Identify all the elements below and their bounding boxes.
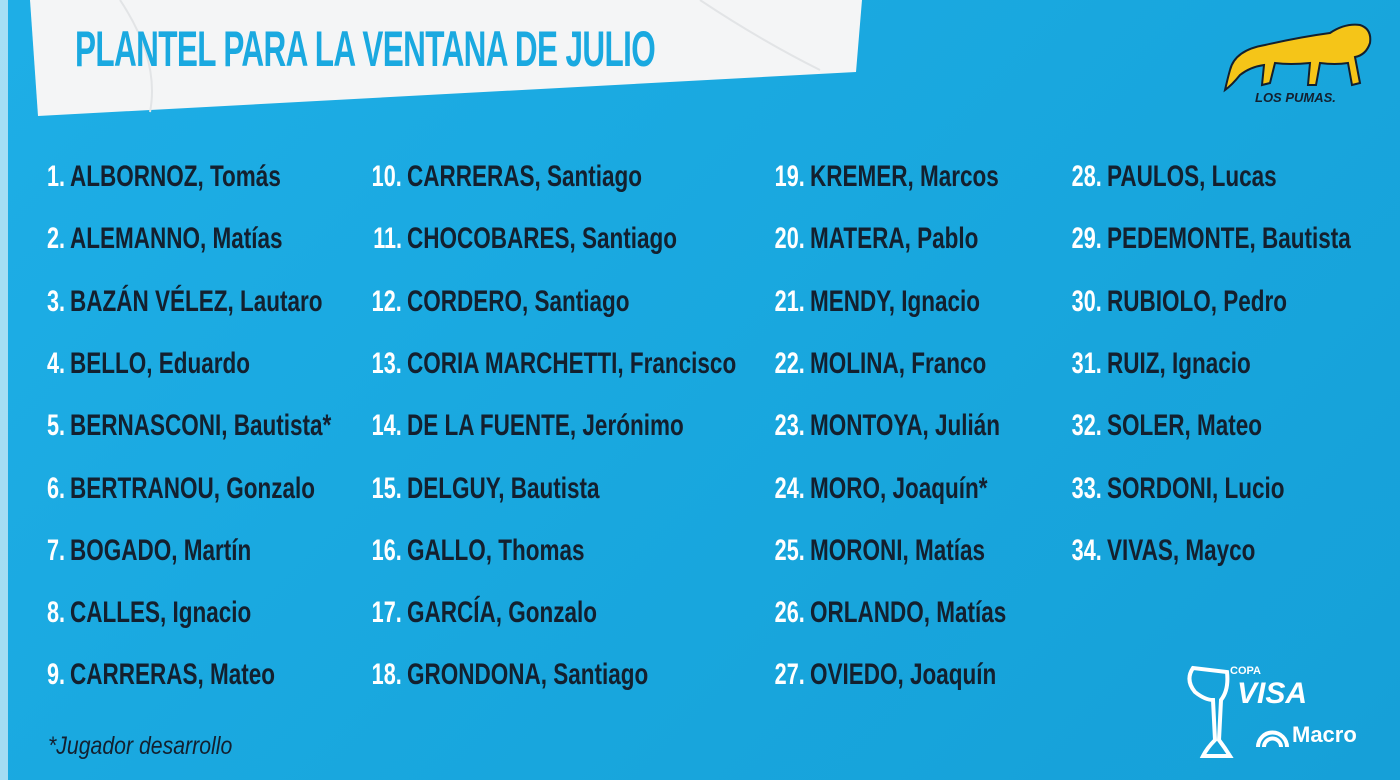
player-name: MATERA, Pablo: [810, 222, 979, 256]
player-number: 4.: [46, 346, 65, 380]
player-number: 11.: [373, 222, 402, 256]
player-name: MONTOYA, Julián: [810, 409, 1001, 443]
player-number: 33.: [1071, 471, 1102, 505]
player-name: BELLO, Eduardo: [70, 346, 250, 380]
player-number: 21.: [774, 284, 805, 318]
player-number: 25.: [774, 533, 805, 567]
player-name: ORLANDO, Matías: [810, 596, 1007, 630]
pumas-logo-text: LOS PUMAS.: [1255, 90, 1336, 105]
player-name: BERNASCONI, Bautista*: [70, 409, 332, 443]
player-name: GRONDONA, Santiago: [407, 658, 649, 692]
copa-text: COPA: [1230, 665, 1261, 677]
player-number: 19.: [774, 160, 805, 193]
player-number: 22.: [774, 346, 805, 380]
player-number: 29.: [1071, 222, 1102, 256]
player-name: DELGUY, Bautista: [407, 471, 600, 505]
player-number: 28.: [1071, 160, 1102, 193]
player-number: 1.: [46, 160, 65, 193]
player-name: GALLO, Thomas: [407, 533, 585, 567]
player-name: CORDERO, Santiago: [407, 284, 630, 318]
player-number: 23.: [774, 409, 805, 443]
player-number: 12.: [371, 284, 402, 318]
player-number: 5.: [46, 409, 65, 443]
player-name: ALBORNOZ, Tomás: [70, 160, 281, 193]
player-name: PEDEMONTE, Bautista: [1107, 222, 1351, 256]
player-number: 9.: [46, 658, 65, 692]
player-number: 20.: [774, 222, 805, 256]
player-name: KREMER, Marcos: [810, 160, 999, 193]
player-number: 14.: [371, 409, 402, 443]
player-name: MORONI, Matías: [810, 533, 986, 567]
player-number: 3.: [46, 284, 65, 318]
copa-visa-macro-logo: COPA VISA Macro: [1185, 660, 1375, 760]
player-name: CHOCOBARES, Santiago: [407, 222, 678, 256]
player-name: MORO, Joaquín*: [810, 471, 988, 505]
player-name: VIVAS, Mayco: [1107, 533, 1256, 567]
player-number: 17.: [371, 596, 402, 630]
player-name: ALEMANNO, Matías: [70, 222, 283, 256]
paper-banner: [30, 0, 862, 116]
visa-text: VISA: [1237, 677, 1308, 710]
player-name: CARRERAS, Mateo: [70, 658, 276, 692]
player-number: 7.: [46, 533, 65, 567]
player-name: PAULOS, Lucas: [1107, 160, 1277, 193]
left-border: [0, 0, 8, 780]
player-number: 30.: [1071, 284, 1102, 318]
player-name: SORDONI, Lucio: [1107, 471, 1285, 505]
player-number: 26.: [774, 596, 805, 630]
footnote: *Jugador desarrollo: [48, 732, 233, 760]
player-name: CALLES, Ignacio: [70, 596, 252, 630]
puma-logo-icon: [1223, 23, 1372, 93]
player-name: RUBIOLO, Pedro: [1107, 284, 1288, 318]
player-name: SOLER, Mateo: [1107, 409, 1263, 443]
page-title: PLANTEL PARA LA VENTANA DE JULIO: [75, 21, 656, 77]
player-name: BERTRANOU, Gonzalo: [70, 471, 316, 505]
player-name: BAZÁN VÉLEZ, Lautaro: [70, 284, 323, 318]
player-number: 13.: [371, 346, 402, 380]
player-name: GARCÍA, Gonzalo: [407, 596, 598, 630]
player-number: 27.: [774, 658, 805, 692]
player-name: RUIZ, Ignacio: [1107, 346, 1251, 380]
player-number: 2.: [46, 222, 65, 256]
player-name: OVIEDO, Joaquín: [810, 658, 997, 692]
player-name: CORIA MARCHETTI, Francisco: [407, 346, 737, 380]
player-number: 16.: [371, 533, 402, 567]
player-name: CARRERAS, Santiago: [407, 160, 643, 193]
player-number: 10.: [371, 160, 402, 193]
player-number: 6.: [46, 471, 65, 505]
player-number: 31.: [1071, 346, 1102, 380]
macro-logo-icon: [1256, 730, 1289, 747]
player-number: 34.: [1071, 533, 1102, 567]
macro-text: Macro: [1292, 722, 1357, 747]
player-number: 15.: [371, 471, 402, 505]
player-number: 32.: [1071, 409, 1102, 443]
player-name: MENDY, Ignacio: [810, 284, 981, 318]
player-number: 8.: [46, 596, 65, 630]
player-name: BOGADO, Martín: [70, 533, 252, 567]
trophy-icon: [1187, 665, 1234, 758]
player-number: 18.: [371, 658, 402, 692]
player-number: 24.: [774, 471, 805, 505]
player-name: MOLINA, Franco: [810, 346, 987, 380]
player-name: DE LA FUENTE, Jerónimo: [407, 409, 684, 443]
